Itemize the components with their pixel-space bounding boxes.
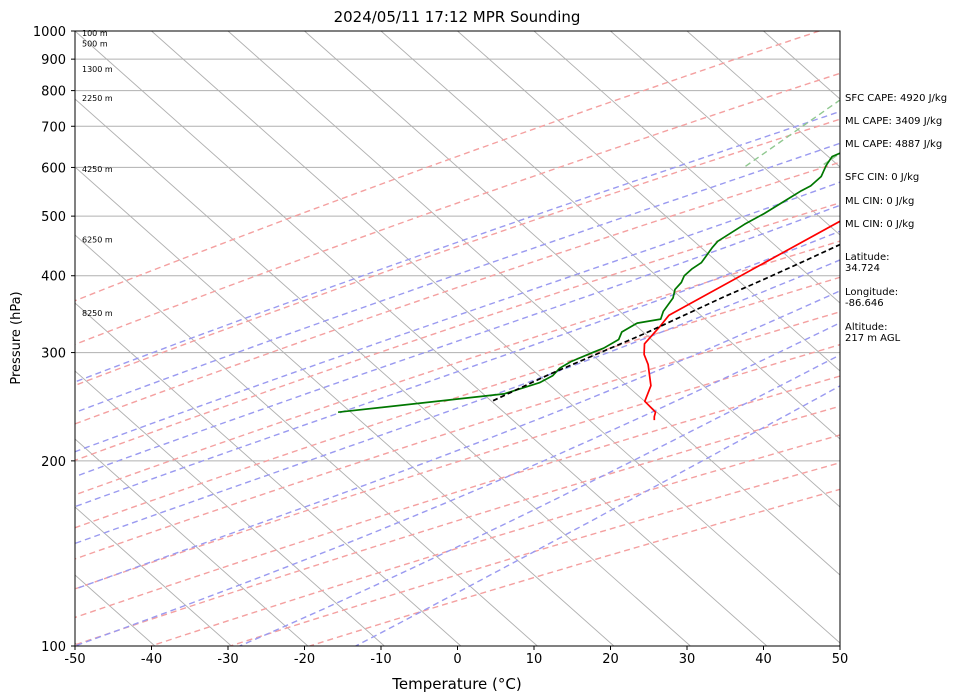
isotherm-line <box>304 31 840 508</box>
moist-adiabat <box>75 181 840 453</box>
altitude-text: Altitude: 217 m AGL <box>845 322 901 344</box>
y-tick-label: 500 <box>41 210 66 225</box>
background-lines <box>0 31 968 646</box>
moist-adiabat <box>75 142 840 414</box>
isotherm-line <box>75 302 462 646</box>
isotherm-line <box>457 31 840 372</box>
ml-cape-text: ML CAPE: 3409 J/kg <box>845 116 943 127</box>
y-tick-label: 600 <box>41 161 66 176</box>
isotherm-line <box>151 31 840 644</box>
dry-adiabat <box>75 118 840 387</box>
y-tick-label: 100 <box>41 640 66 655</box>
moist-adiabat <box>75 290 840 590</box>
height-label: 8250 m <box>82 309 113 318</box>
isotherm-line <box>533 31 840 304</box>
x-tick-label: 50 <box>832 652 849 667</box>
dry-adiabat <box>75 72 840 346</box>
ml-cape-text-2: ML CAPE: 4887 J/kg <box>845 139 943 150</box>
chart-title: 2024/05/11 17:12 MPR Sounding <box>334 8 581 26</box>
moist-adiabat <box>75 230 840 508</box>
y-axis-label: Pressure (hPa) <box>9 291 24 384</box>
sfc-cin-text: SFC CIN: 0 J/kg <box>845 172 920 183</box>
series-line-1 <box>338 152 840 414</box>
height-label: 500 m <box>82 39 108 48</box>
dry-adiabat <box>75 276 840 529</box>
height-label: 6250 m <box>82 236 113 245</box>
y-tick-label: 200 <box>41 455 66 470</box>
height-label: 2250 m <box>82 94 113 103</box>
mixing-ratio-line <box>948 31 968 167</box>
x-tick-label: 0 <box>453 652 461 667</box>
y-tick-label: 800 <box>41 85 66 100</box>
series-line-2 <box>491 243 840 403</box>
x-tick-label: 40 <box>755 652 772 667</box>
moist-adiabat <box>75 204 840 478</box>
x-axis-label: Temperature (°C) <box>391 675 521 693</box>
dry-adiabat <box>75 31 820 302</box>
height-label: 100 m <box>82 29 108 38</box>
y-tick-label: 400 <box>41 270 66 285</box>
isotherm-line <box>75 98 691 646</box>
longitude-text: Longitude: -86.646 <box>845 287 899 309</box>
moist-adiabat <box>75 110 840 383</box>
x-tick-label: 20 <box>602 652 619 667</box>
x-tick-label: -20 <box>294 652 315 667</box>
axes: -50 -40 -30 -20 -10 0 10 20 30 40 50 100 200 300 400 50… <box>33 25 848 667</box>
x-tick-label: -40 <box>141 652 162 667</box>
isotherm-line <box>380 31 840 440</box>
y-tick-label: 300 <box>41 347 66 362</box>
height-label: 4250 m <box>82 165 113 174</box>
moist-adiabat <box>75 322 840 646</box>
dry-adiabat <box>75 343 840 590</box>
x-tick-label: 30 <box>679 652 696 667</box>
x-tick-label: -10 <box>370 652 391 667</box>
dry-adiabat <box>75 375 840 619</box>
x-tick-label: -30 <box>217 652 238 667</box>
isotherm-line <box>75 31 768 646</box>
dry-adiabat <box>75 240 840 496</box>
profile-lines <box>338 152 840 421</box>
isotherm-line <box>75 234 538 646</box>
isotherm-line <box>0 31 2 646</box>
dry-adiabat <box>75 202 840 462</box>
series-line-0 <box>643 220 840 421</box>
isotherm-line <box>227 31 840 576</box>
dry-adiabat <box>75 161 840 425</box>
x-tick-label: -50 <box>64 652 85 667</box>
ml-cin-text: ML CIN: 0 J/kg <box>845 196 915 207</box>
isotherm-line <box>75 370 385 646</box>
sfc-cape-text: SFC CAPE: 4920 J/kg <box>845 93 948 104</box>
isotherm-line <box>75 166 615 646</box>
isotherm-line <box>686 31 840 168</box>
y-tick-label: 900 <box>41 53 66 68</box>
height-label: 1300 m <box>82 65 113 74</box>
ml-cin-text-2: ML CIN: 0 J/kg <box>845 219 915 230</box>
moist-adiabat <box>75 259 840 545</box>
moist-adiabat <box>355 385 840 646</box>
isotherm-line <box>75 438 309 646</box>
isotherm-line <box>610 31 840 236</box>
dry-adiabat <box>75 311 840 560</box>
dry-adiabat <box>75 405 840 646</box>
y-tick-label: 1000 <box>33 25 66 40</box>
x-tick-label: 10 <box>526 652 543 667</box>
latitude-text: Latitude: 34.724 <box>845 252 890 274</box>
y-tick-label: 700 <box>41 120 66 135</box>
isotherm-line <box>75 506 232 646</box>
